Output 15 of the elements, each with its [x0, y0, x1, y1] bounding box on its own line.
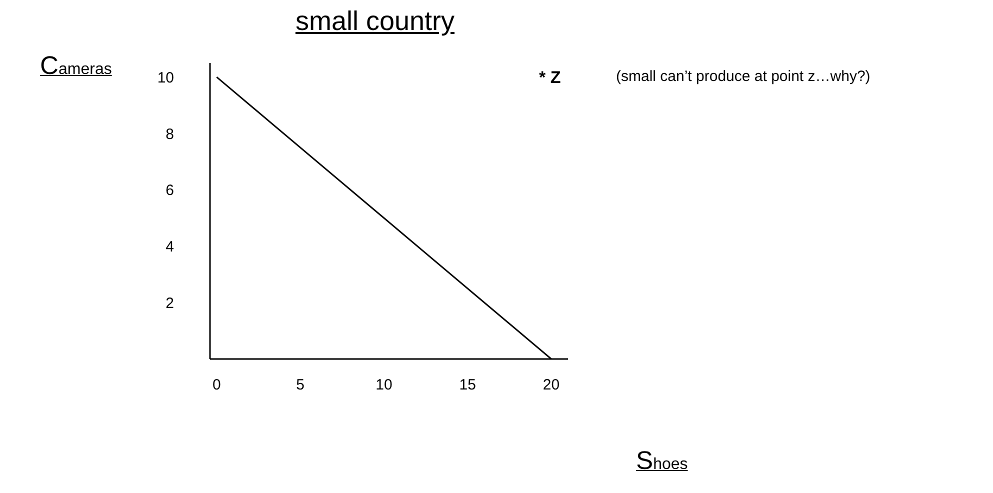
y-tick-label: 8	[166, 126, 174, 143]
y-tick-label: 6	[166, 182, 174, 200]
y-axis-title: Cameras	[40, 52, 112, 80]
y-tick-label: 2	[166, 294, 174, 312]
x-tick-label: 10	[376, 376, 392, 394]
x-tick-label: 20	[542, 376, 560, 394]
x-tick-label: 5	[296, 376, 305, 394]
annotation: * Z	[539, 68, 561, 88]
y-tick-label: 4	[166, 238, 174, 256]
text: (small can’t produce at point z…why?)	[616, 68, 870, 85]
chart-title: small country	[294, 6, 456, 37]
x-tick-label: 15	[459, 376, 476, 394]
y-tick-label: 10	[157, 69, 174, 86]
x-axis-title: Shoes	[636, 447, 688, 475]
x-tick-label: 0	[212, 376, 221, 394]
